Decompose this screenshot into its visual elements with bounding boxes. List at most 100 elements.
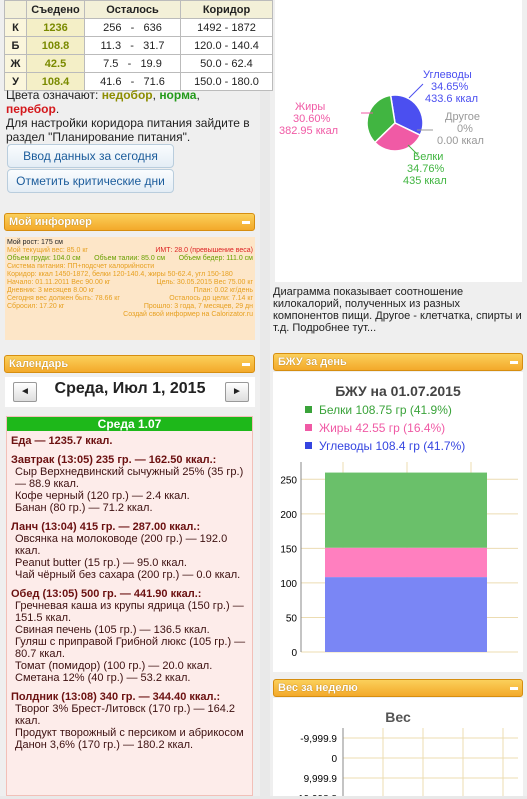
protein-kcal: 435 ккал [403,175,447,187]
pie-slices [366,94,424,152]
corridor-note: Для настройки коридора питания зайдите в… [6,116,250,144]
calendar-date: Среда, Июл 1, 2015 [54,380,206,397]
informer-row: Сбросил: 17.20 кг Прошло: 3 года, 7 месяц… [7,303,253,310]
fat-label: Жиры [295,101,325,113]
day-total: Еда — 1235.7 ккал. [11,435,113,447]
meal-header: Полдник (13:08) 340 гр. — 344.40 ккал.: [11,691,221,703]
other-pct: 0% [457,123,473,135]
norms-letter: У [4,72,27,91]
meal-item: Гречневая каша из крупы ядрица (150 гр.)… [15,600,244,624]
other-kcal: 0.00 ккал [437,135,484,147]
bju-y-tick: 0 [291,648,297,659]
informer-widget[interactable]: Мой рост: 175 см Мой текущий вес: 85.0 к… [5,237,255,340]
day-content: Еда — 1235.7 ккал. Завтрак (13:05) 235 г… [7,431,252,755]
bju-title: БЖУ за день [278,356,347,368]
calendar-panel-header[interactable]: Календарь [4,355,255,373]
protein-pct: 34.76% [407,163,445,175]
pie-slice-carbs[interactable] [389,94,424,137]
norms-row-protein: Б 108.8 11.3 - 31.7 120.0 - 140.4 [4,36,273,55]
week-weight-title: Вес за неделю [278,682,358,694]
bju-y-tick: 200 [280,510,297,521]
norms-corridor: 1492 - 1872 [180,18,273,37]
bju-panel-header[interactable]: БЖУ за день [273,353,523,371]
legend-prefix: Цвета означают: [6,88,99,102]
week-y-tick: 9,999.9 [304,774,338,785]
bju-chart-title: БЖУ на 01.07.2015 [335,383,461,399]
week-y-tick: -9,999.9 [300,734,337,745]
carbs-kcal: 433.6 ккал [425,93,478,105]
norms-left: 7.5 - 19.9 [84,54,181,73]
meal-item: Peanut butter (15 гр.) — 95.0 ккал. [15,557,187,569]
bju-y-tick: 150 [280,544,297,555]
week-grid: -9,999.909,999.919,998.8 [298,728,518,799]
informer-row: Сегодня вес должен быть: 78.66 кг Осталос… [7,295,253,302]
meal-item: Банан (80 гр.) — 71.2 ккал. [15,502,153,514]
norms-table: Съедено Осталось Коридор К 1236 256 - 63… [4,0,273,91]
norms-left: 256 - 636 [84,18,181,37]
protein-label: Белки [413,151,443,163]
norms-header-corridor: Коридор [180,0,273,19]
norms-eaten: 42.5 [26,54,85,73]
pie-caption[interactable]: Диаграмма показывает соотношение килокал… [273,286,522,334]
legend-carbs: Углеводы 108.4 гр (41.7%) [319,439,465,453]
legend-swatch-protein [305,406,312,413]
norms-header-eaten: Съедено [26,0,85,19]
legend-fat: Жиры 42.55 гр (16.4%) [319,421,445,435]
norms-row-fat: Ж 42.5 7.5 - 19.9 50.0 - 62.4 [4,54,273,73]
day-header[interactable]: Среда 1.07 [7,417,252,431]
meal-item: Творог 3% Брест-Литовск (170 гр.) — 164.… [15,703,236,727]
norms-header-empty [4,0,27,19]
legend-norm: норма [159,88,197,102]
norms-corridor: 120.0 - 140.4 [180,36,273,55]
next-day-button[interactable]: ► [225,382,249,402]
carbs-leader [408,83,424,99]
meal-item: Овсянка на молоководе (200 гр.) — 192.0 … [15,533,228,557]
meal-item: Гуляш с приправой Грибной люкс (105 гр.)… [15,636,246,660]
day-entries: Среда 1.07 Еда — 1235.7 ккал. Завтрак (1… [6,416,253,796]
macro-pie-chart: Углеводы 34.65% 433.6 ккал Жиры 30.60% 3… [279,69,484,187]
protein-leader [407,144,419,156]
minimize-icon[interactable] [510,361,518,364]
meal-header: Ланч (13:04) 415 гр. — 287.00 ккал.: [11,521,201,533]
bju-bar-fat[interactable] [325,547,487,578]
bju-bar-protein[interactable] [325,472,487,548]
informer-row: Начало: 01.11.2011 Вес 90.00 кг Цель: 30.… [7,279,253,286]
legend-protein: Белки 108.75 гр (41.9%) [319,403,452,417]
norms-corridor: 50.0 - 62.4 [180,54,273,73]
informer-height: Мой рост: 175 см [7,239,63,246]
other-label: Другое [445,111,480,123]
informer-row: Система питания: ПП+подсчет калорийности [7,263,155,270]
legend-over: перебор [6,102,56,116]
legend-swatch-fat [305,424,312,431]
norms-row-carbs: У 108.4 41.6 - 71.6 150.0 - 180.0 [4,72,273,91]
week-weight-panel-header[interactable]: Вес за неделю [273,679,523,697]
minimize-icon[interactable] [510,687,518,690]
calendar-title: Календарь [9,358,69,370]
meal-item: Сметана 12% (40 гр.) — 53.2 ккал. [15,672,191,684]
enter-today-button[interactable]: Ввод данных за сегодня [7,144,174,168]
pie-slice-protein[interactable] [366,94,396,144]
prev-day-button[interactable]: ◄ [13,382,37,402]
bju-bar-carbs[interactable] [325,577,487,652]
meal-item: Продукт творожный с персиком и абрикосом… [15,727,244,751]
minimize-icon[interactable] [242,363,250,366]
meal-item: Свиная печень (105 гр.) — 136.5 ккал. [15,624,210,636]
pie-slice-fat[interactable] [373,122,422,152]
informer-title: Мой информер [9,216,92,228]
mark-critical-days-button[interactable]: Отметить критические дни [7,169,174,193]
bju-y-axis: 250 200 150 100 50 0 [280,475,297,659]
norms-letter: Б [4,36,27,55]
calendar-nav: ◄ Среда, Июл 1, 2015 ► [5,377,255,407]
norms-row-kcal: К 1236 256 - 636 1492 - 1872 [4,18,273,37]
informer-row: Объем груди: 104.0 см Объем талии: 85.0 с… [7,255,253,262]
bju-chart-panel: БЖУ на 01.07.2015 Белки 108.75 гр (41.9%… [273,372,523,672]
meal-item: Сыр Верхнедвинский сычужный 25% (35 гр.)… [15,466,244,490]
informer-panel-header[interactable]: Мой информер [4,213,255,231]
norms-letter: Ж [4,54,27,73]
week-chart-title: Вес [385,709,411,725]
norms-eaten: 108.4 [26,72,85,91]
norms-eaten: 1236 [26,18,85,37]
informer-link[interactable]: Создай свой информер на Calorizator.ru [123,311,253,318]
minimize-icon[interactable] [242,221,250,224]
bju-bar-chart: БЖУ на 01.07.2015 Белки 108.75 гр (41.9%… [280,383,518,659]
